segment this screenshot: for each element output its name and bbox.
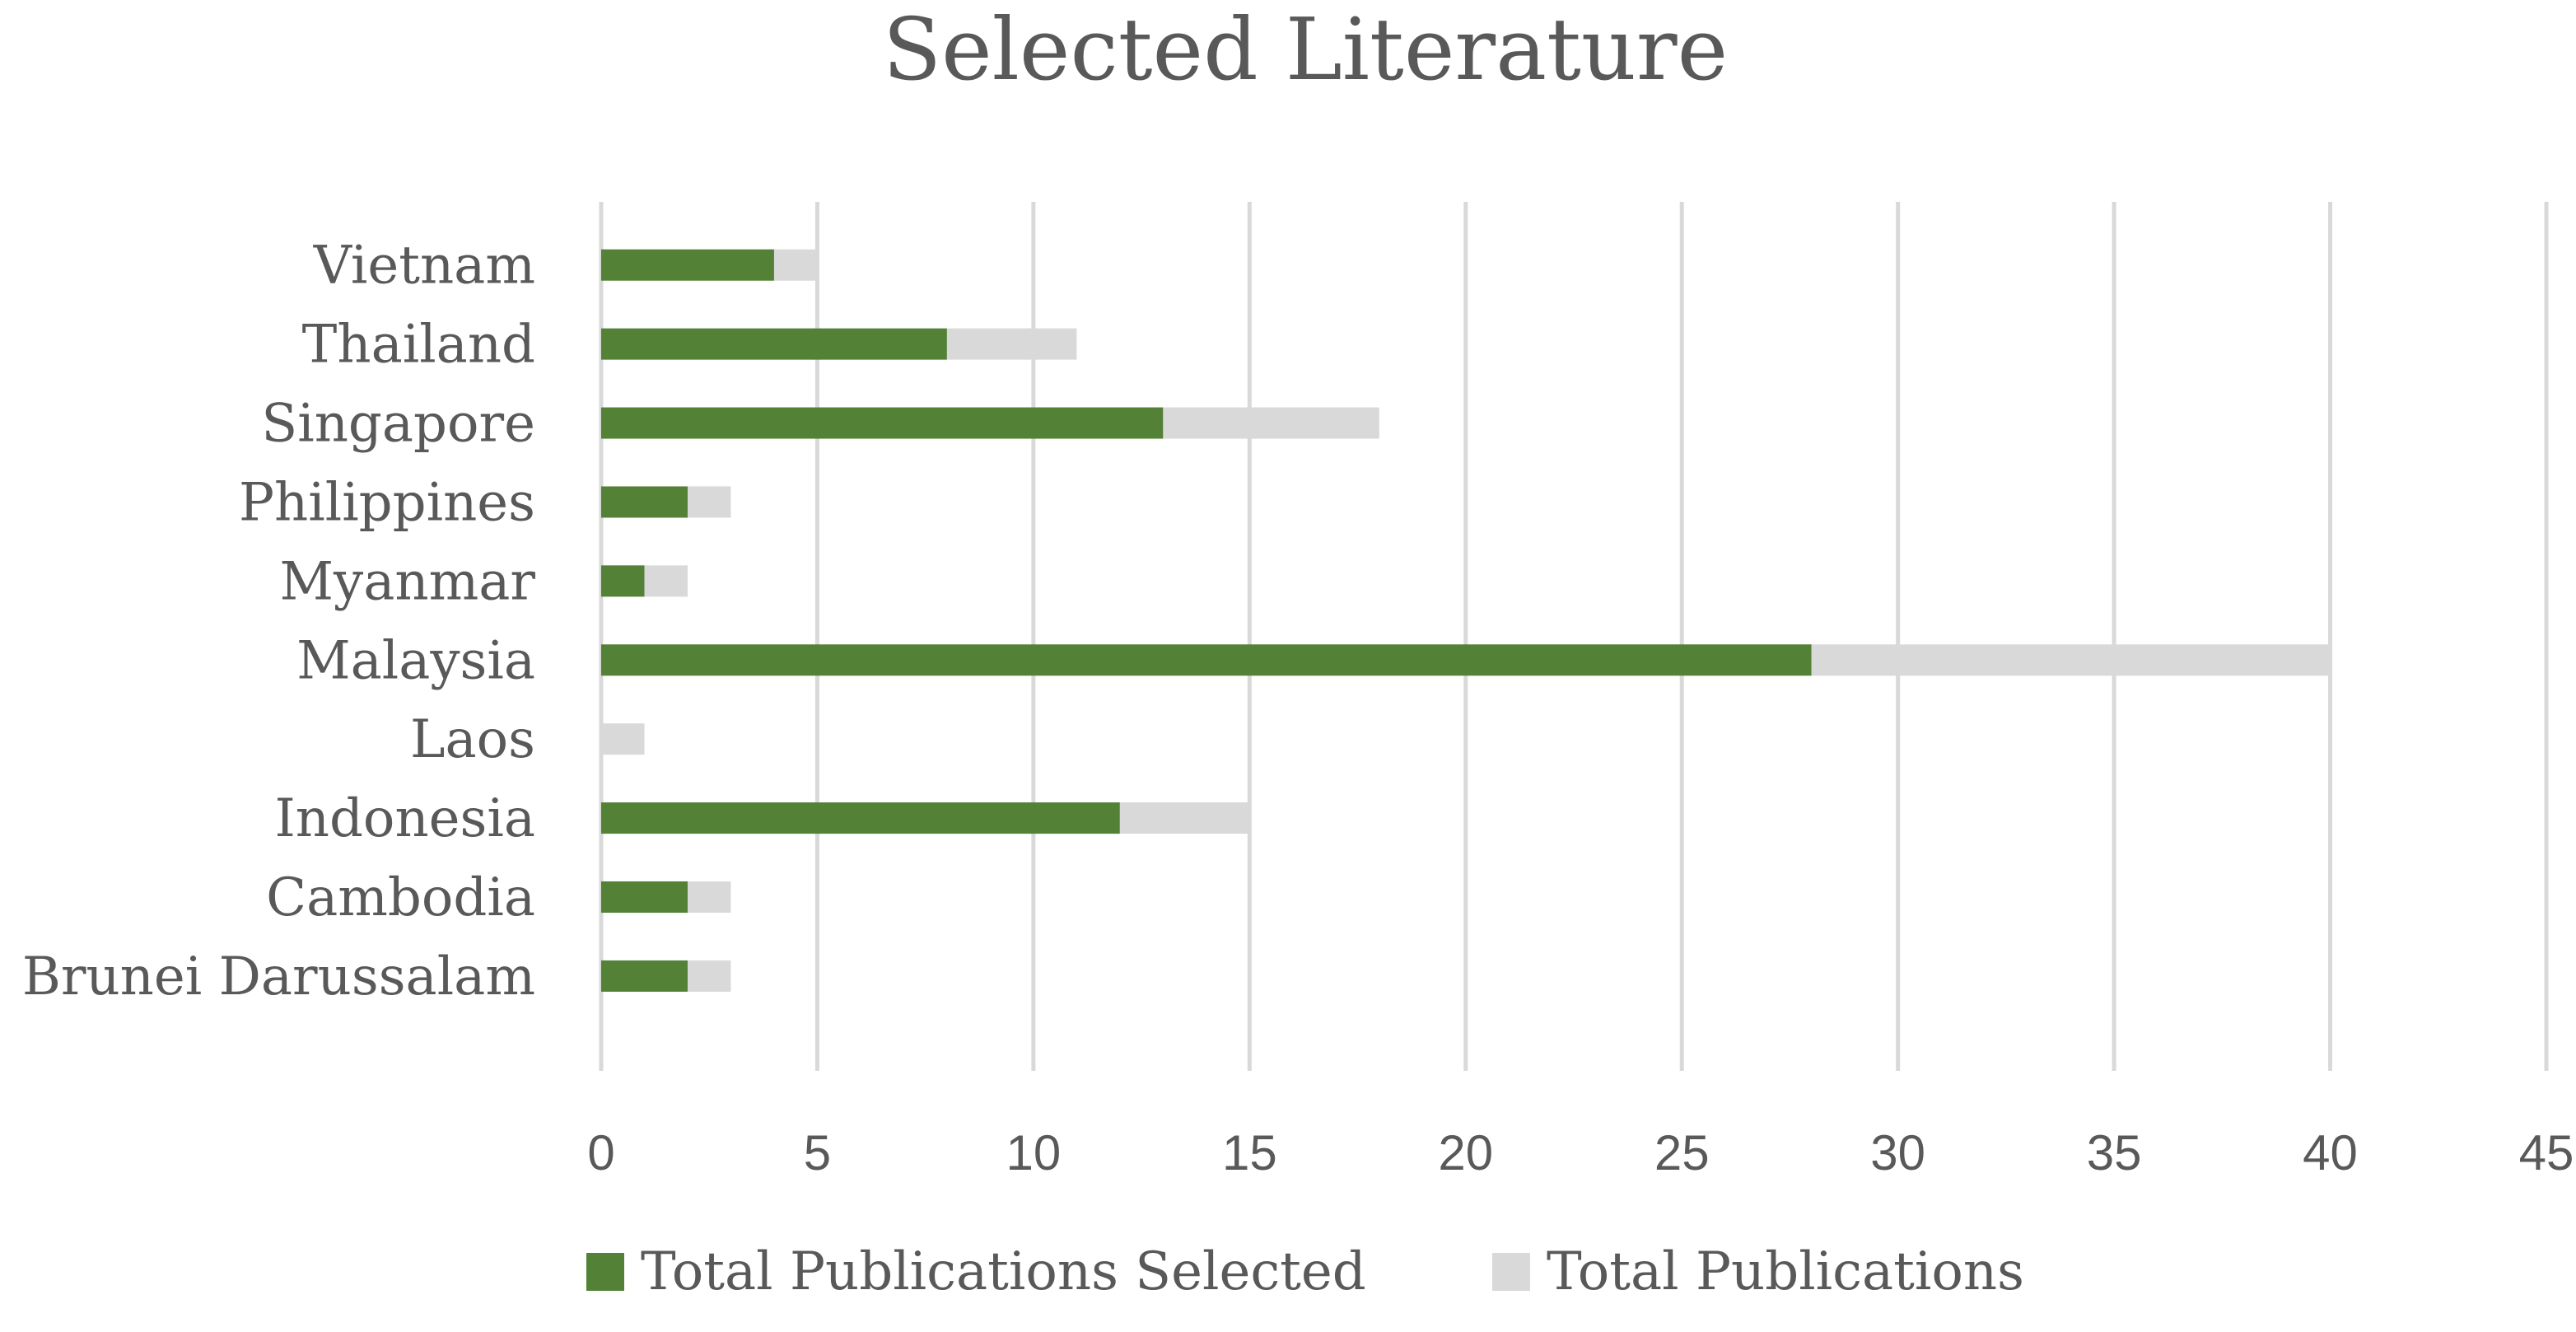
bars bbox=[601, 249, 2331, 992]
category-label-malaysia: Malaysia bbox=[296, 630, 535, 691]
bar-philippines-total-publications bbox=[687, 486, 731, 518]
x-tick-label-40: 40 bbox=[2303, 1125, 2358, 1180]
chart-title: Selected Literature bbox=[883, 0, 1728, 100]
bar-malaysia-total-publications-selected bbox=[601, 644, 1812, 676]
x-tick-label-0: 0 bbox=[587, 1125, 614, 1180]
category-label-myanmar: Myanmar bbox=[280, 551, 536, 612]
x-tick-label-15: 15 bbox=[1222, 1125, 1277, 1180]
category-label-laos: Laos bbox=[410, 709, 535, 770]
category-label-indonesia: Indonesia bbox=[274, 788, 535, 849]
bar-laos-total-publications bbox=[601, 723, 645, 755]
bar-cambodia-total-publications bbox=[687, 881, 731, 913]
x-axis-tick-labels: 0 5 10 15 20 25 30 35 40 45 bbox=[587, 1125, 2574, 1180]
legend-label-total-publications-selected: Total Publications Selected bbox=[641, 1241, 1366, 1302]
bar-thailand-total-publications-selected bbox=[601, 328, 947, 360]
bar-malaysia-total-publications bbox=[1811, 644, 2331, 676]
bar-vietnam-total-publications-selected bbox=[601, 249, 774, 281]
x-tick-label-30: 30 bbox=[1870, 1125, 1925, 1180]
bar-philippines-total-publications-selected bbox=[601, 486, 688, 518]
category-label-brunei-darussalam: Brunei Darussalam bbox=[22, 946, 535, 1007]
x-tick-label-20: 20 bbox=[1438, 1125, 1493, 1180]
bar-indonesia-total-publications bbox=[1119, 802, 1250, 834]
bar-cambodia-total-publications-selected bbox=[601, 881, 688, 913]
x-tick-label-25: 25 bbox=[1654, 1125, 1710, 1180]
category-label-thailand: Thailand bbox=[302, 315, 535, 376]
bar-singapore-total-publications-selected bbox=[601, 407, 1164, 439]
x-tick-label-45: 45 bbox=[2519, 1125, 2574, 1180]
category-label-vietnam: Vietnam bbox=[313, 236, 535, 297]
category-labels: Brunei Darussalam Cambodia Indonesia Laos Ma… bbox=[22, 236, 536, 1007]
category-label-singapore: Singapore bbox=[261, 394, 535, 455]
legend-swatch-total-publications bbox=[1492, 1253, 1530, 1291]
bar-thailand-total-publications bbox=[946, 328, 1077, 360]
bar-brunei-darussalam-total-publications bbox=[687, 960, 731, 992]
legend: Total Publications Selected Total Publica… bbox=[586, 1241, 2024, 1302]
bar-brunei-darussalam-total-publications-selected bbox=[601, 960, 688, 992]
bar-vietnam-total-publications bbox=[773, 249, 818, 281]
legend-swatch-total-publications-selected bbox=[586, 1253, 624, 1291]
category-label-philippines: Philippines bbox=[239, 472, 535, 533]
bar-indonesia-total-publications-selected bbox=[601, 802, 1120, 834]
bar-myanmar-total-publications bbox=[644, 565, 688, 597]
x-tick-label-10: 10 bbox=[1006, 1125, 1062, 1180]
bar-singapore-total-publications bbox=[1163, 407, 1379, 439]
category-label-cambodia: Cambodia bbox=[266, 867, 535, 928]
x-tick-label-5: 5 bbox=[804, 1125, 831, 1180]
legend-label-total-publications: Total Publications bbox=[1547, 1241, 2024, 1302]
x-tick-label-35: 35 bbox=[2087, 1125, 2142, 1180]
bar-myanmar-total-publications-selected bbox=[601, 565, 645, 597]
